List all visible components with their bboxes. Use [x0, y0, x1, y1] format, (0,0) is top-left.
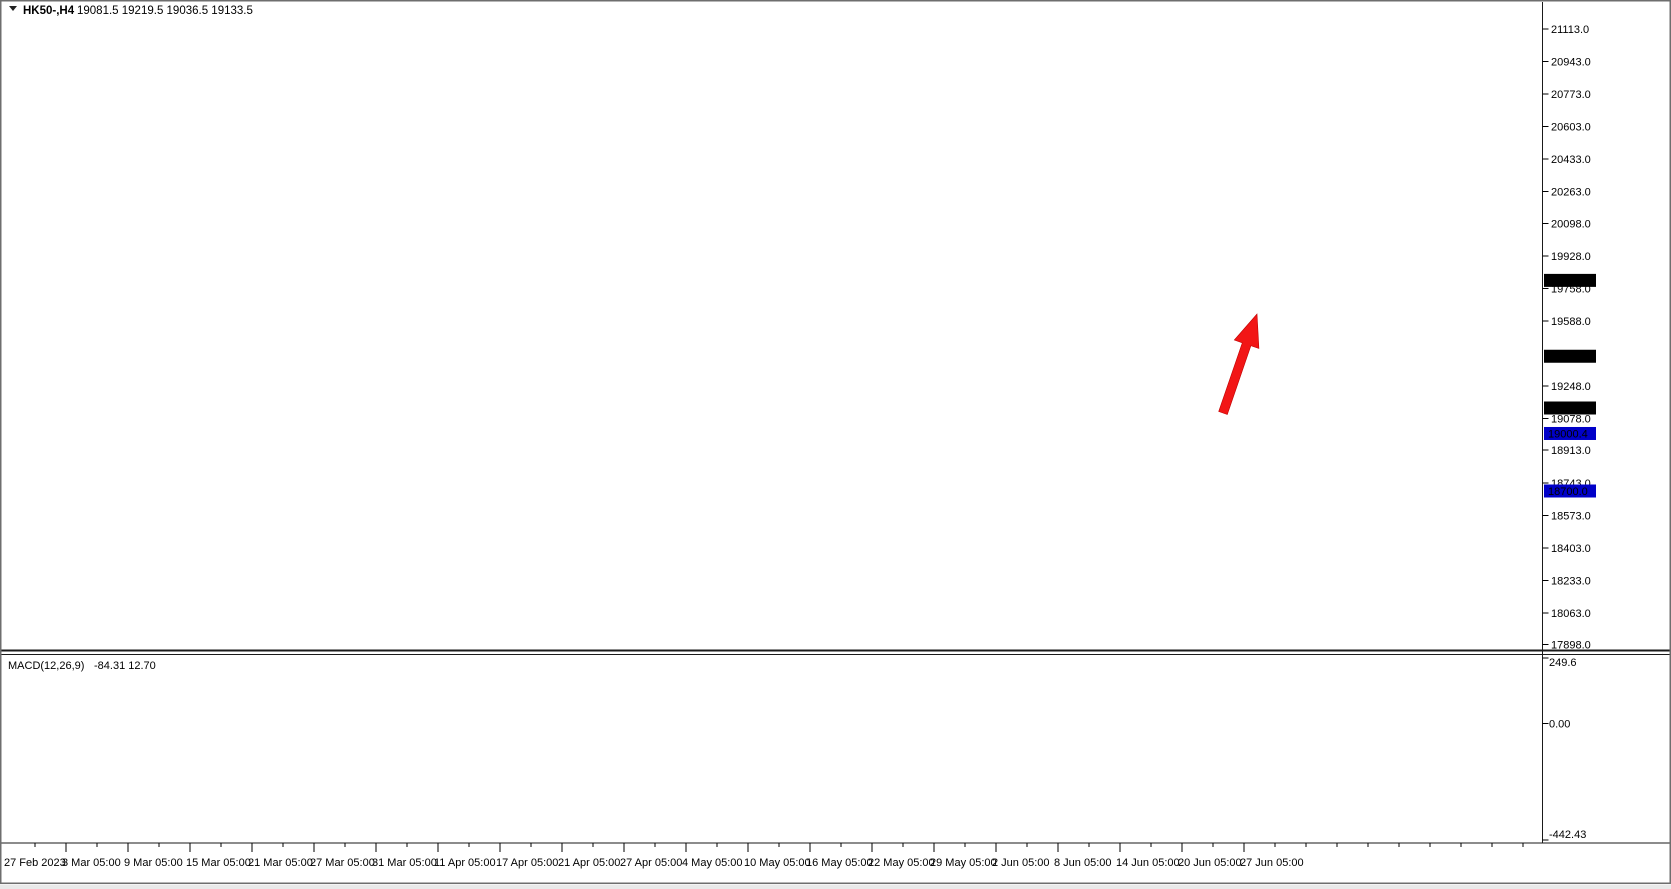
time-tick-label: 27 Mar 05:00 — [310, 857, 375, 869]
time-tick-label: 21 Mar 05:00 — [248, 857, 313, 869]
time-tick-label: 22 May 05:00 — [868, 857, 935, 869]
time-tick-label: 20 Jun 05:00 — [1178, 857, 1242, 869]
price-tick-label: 19248.0 — [1551, 381, 1591, 393]
macd-tick-label: 249.6 — [1549, 657, 1577, 669]
level-price-label: 19133.5 — [1548, 403, 1588, 415]
time-tick-label: 17 Apr 05:00 — [496, 857, 558, 869]
price-tick-label: 20603.0 — [1551, 122, 1591, 134]
time-tick-label: 16 May 05:00 — [806, 857, 873, 869]
time-tick-label: 15 Mar 05:00 — [186, 857, 251, 869]
time-tick-label: 27 Apr 05:00 — [620, 857, 682, 869]
time-tick-label: 29 May 05:00 — [930, 857, 997, 869]
time-tick-label: 8 Jun 05:00 — [1054, 857, 1112, 869]
level-price-label: 19800.0 — [1548, 275, 1588, 287]
level-price-label: 19000.4 — [1548, 428, 1588, 440]
price-tick-label: 18913.0 — [1551, 445, 1591, 457]
time-tick-label: 9 Mar 05:00 — [124, 857, 183, 869]
time-tick-label: 11 Apr 05:00 — [434, 857, 496, 869]
level-price-label-box — [1544, 426, 1596, 440]
price-tick-label: 20098.0 — [1551, 218, 1591, 230]
axes-layer[interactable]: 21113.0 20943.0 20773.0 20603.0 20433.0 20263… — [4, 24, 1596, 869]
time-tick-label: 27 Jun 05:00 — [1240, 857, 1304, 869]
macd-indicator-label: MACD(12,26,9) — [8, 660, 84, 672]
time-tick-label: 21 Apr 05:00 — [558, 857, 620, 869]
price-tick-label: 20943.0 — [1551, 57, 1591, 69]
chart-dropdown-icon[interactable] — [9, 6, 17, 11]
price-tick-label: 18573.0 — [1551, 510, 1591, 522]
time-tick-label: 31 Mar 05:00 — [372, 857, 437, 869]
price-tick-label: 20263.0 — [1551, 187, 1591, 199]
time-tick-label: 27 Feb 2023 — [4, 857, 66, 869]
price-tick-label: 19928.0 — [1551, 251, 1591, 263]
price-tick-label: 17898.0 — [1551, 640, 1591, 652]
footer-strip — [0, 884, 1671, 889]
macd-tick-label: 0.00 — [1549, 719, 1570, 731]
price-tick-label: 18403.0 — [1551, 543, 1591, 555]
price-tick-label: 19078.0 — [1551, 414, 1591, 426]
time-tick-label: 3 Mar 05:00 — [62, 857, 121, 869]
price-tick-label: 20433.0 — [1551, 154, 1591, 166]
time-tick-label: 10 May 05:00 — [744, 857, 811, 869]
macd-current-values: -84.31 12.70 — [94, 660, 156, 672]
level-price-label-box — [1544, 273, 1596, 287]
annotation-arrow-layer[interactable] — [1218, 313, 1260, 415]
macd-tick-label: -442.43 — [1549, 829, 1586, 841]
price-tick-label: 18063.0 — [1551, 608, 1591, 620]
level-price-label: 19403.8 — [1548, 351, 1588, 363]
bullish-arrow-annotation[interactable] — [1218, 313, 1260, 415]
time-tick-label: 2 Jun 05:00 — [992, 857, 1050, 869]
time-tick-label: 4 May 05:00 — [682, 857, 743, 869]
last-price-label-box — [1544, 401, 1596, 415]
price-tick-label: 18233.0 — [1551, 575, 1591, 587]
level-price-label: 18700.0 — [1548, 486, 1588, 498]
price-tick-label: 20773.0 — [1551, 89, 1591, 101]
time-tick-label: 14 Jun 05:00 — [1116, 857, 1180, 869]
chart-ohlc-values: 19081.5 19219.5 19036.5 19133.5 — [77, 5, 253, 17]
price-tick-label: 21113.0 — [1551, 24, 1589, 36]
level-price-label-box — [1544, 349, 1596, 363]
price-tick-label: 19588.0 — [1551, 316, 1591, 328]
level-price-label-box — [1544, 484, 1596, 498]
chart-symbol-period: HK50-,H4 — [23, 5, 75, 17]
